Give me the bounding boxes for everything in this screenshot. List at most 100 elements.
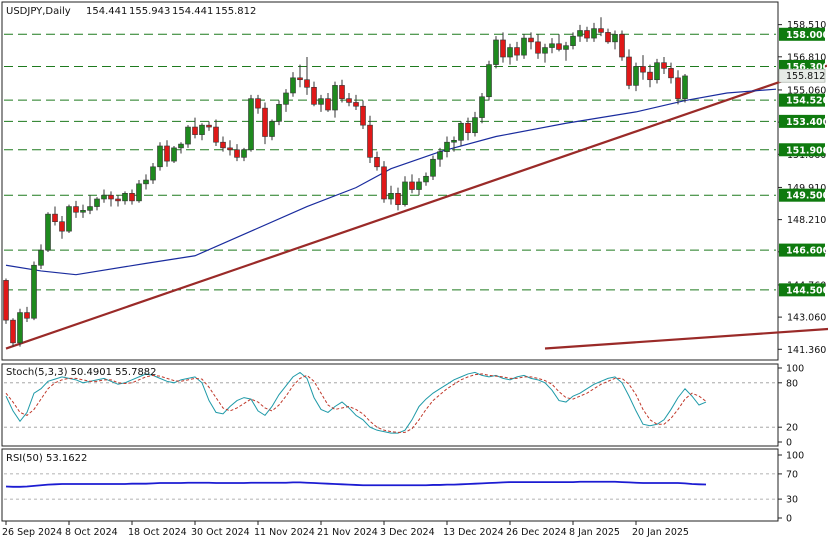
candle-body bbox=[297, 77, 303, 81]
candle-body bbox=[640, 66, 646, 73]
time-tick-label: 30 Oct 2024 bbox=[191, 527, 250, 538]
stochastic-axis: 100 80 20 0 bbox=[778, 364, 804, 449]
candle-body bbox=[122, 193, 128, 202]
level-label-box bbox=[779, 114, 825, 128]
ohlc-value: 155.812 bbox=[215, 6, 256, 17]
moving-average-line bbox=[5, 88, 777, 276]
candle bbox=[129, 189, 135, 205]
candle-body bbox=[479, 96, 485, 118]
ohlc-value: 154.441 bbox=[172, 6, 213, 17]
candle bbox=[563, 41, 569, 61]
level-label-box bbox=[779, 188, 825, 202]
candle-body bbox=[451, 139, 457, 143]
candle bbox=[122, 191, 128, 205]
candle bbox=[682, 74, 688, 103]
candle-body bbox=[444, 141, 450, 152]
price-tick-label: 143.060 bbox=[787, 313, 826, 324]
candle-body bbox=[619, 33, 625, 58]
candle-body bbox=[3, 280, 9, 321]
time-tick-label: 26 Sep 2024 bbox=[2, 527, 62, 538]
candle-body bbox=[577, 30, 583, 37]
candle-body bbox=[87, 206, 93, 211]
candle bbox=[633, 62, 639, 92]
candle-body bbox=[17, 312, 23, 344]
indicator-tick-label: 0 bbox=[786, 514, 792, 525]
candle bbox=[423, 172, 429, 186]
candle-body bbox=[458, 122, 464, 141]
candle-body bbox=[528, 37, 534, 43]
candle bbox=[472, 111, 478, 137]
candle bbox=[388, 185, 394, 205]
level-label: 156.300 bbox=[786, 62, 828, 73]
price-axis: 158.510156.810155.060153.360151.660149.9… bbox=[778, 20, 828, 356]
candle-body bbox=[521, 37, 527, 56]
candle-body bbox=[402, 181, 408, 205]
candle-body bbox=[584, 30, 590, 39]
candle-body bbox=[66, 206, 72, 232]
candle-body bbox=[325, 98, 331, 111]
candles bbox=[3, 17, 688, 347]
candle bbox=[675, 70, 681, 105]
candle-body bbox=[290, 77, 296, 94]
candle bbox=[374, 151, 380, 171]
candle-body bbox=[143, 179, 149, 185]
candle bbox=[297, 64, 303, 88]
candle bbox=[227, 140, 233, 156]
candle bbox=[360, 100, 366, 129]
candle bbox=[458, 121, 464, 146]
candle bbox=[381, 161, 387, 203]
candle-body bbox=[416, 181, 422, 190]
candle bbox=[535, 34, 541, 59]
time-tick-label: 8 Oct 2024 bbox=[65, 527, 118, 538]
candle-body bbox=[381, 166, 387, 200]
candle bbox=[444, 136, 450, 158]
candle bbox=[276, 100, 282, 126]
candle bbox=[52, 206, 58, 226]
candle-body bbox=[556, 43, 562, 50]
candle bbox=[45, 212, 51, 252]
candle bbox=[108, 191, 114, 207]
candle-body bbox=[311, 86, 317, 105]
candle-body bbox=[633, 66, 639, 86]
candle-body bbox=[339, 85, 345, 99]
candle-body bbox=[563, 45, 569, 50]
candle bbox=[584, 26, 590, 42]
level-label: 144.500 bbox=[786, 285, 828, 296]
candle-body bbox=[108, 194, 114, 200]
candle-body bbox=[570, 35, 576, 46]
candle-body bbox=[507, 47, 513, 58]
candle bbox=[395, 187, 401, 211]
candle-body bbox=[549, 43, 555, 48]
candle-body bbox=[647, 71, 653, 81]
candle bbox=[31, 261, 37, 321]
candle bbox=[262, 102, 268, 145]
candle bbox=[346, 92, 352, 107]
ohlc-value: 155.943 bbox=[129, 6, 170, 17]
candle-body bbox=[129, 193, 135, 202]
candle bbox=[332, 81, 338, 118]
candle-body bbox=[626, 56, 632, 86]
candle-body bbox=[192, 126, 198, 135]
trendline bbox=[544, 327, 828, 350]
candle bbox=[248, 94, 254, 152]
time-tick-label: 3 Dec 2024 bbox=[380, 527, 435, 538]
indicator-tick-label: 80 bbox=[786, 378, 798, 389]
candle-body bbox=[241, 149, 247, 158]
candle-body bbox=[318, 98, 324, 105]
candle bbox=[479, 92, 485, 124]
level-label-box bbox=[779, 27, 825, 41]
candle-body bbox=[430, 158, 436, 177]
candle-body bbox=[409, 181, 415, 190]
candle bbox=[255, 94, 261, 114]
time-tick-label: 20 Jan 2025 bbox=[632, 527, 689, 538]
candle-body bbox=[80, 210, 86, 213]
current-price-label: 155.812 bbox=[786, 71, 825, 82]
candle-body bbox=[535, 41, 541, 54]
candle-body bbox=[199, 124, 205, 135]
candle bbox=[521, 34, 527, 59]
candle bbox=[87, 195, 93, 215]
candle-body bbox=[388, 193, 394, 200]
indicator-tick-label: 30 bbox=[786, 495, 798, 506]
candle bbox=[234, 144, 240, 162]
